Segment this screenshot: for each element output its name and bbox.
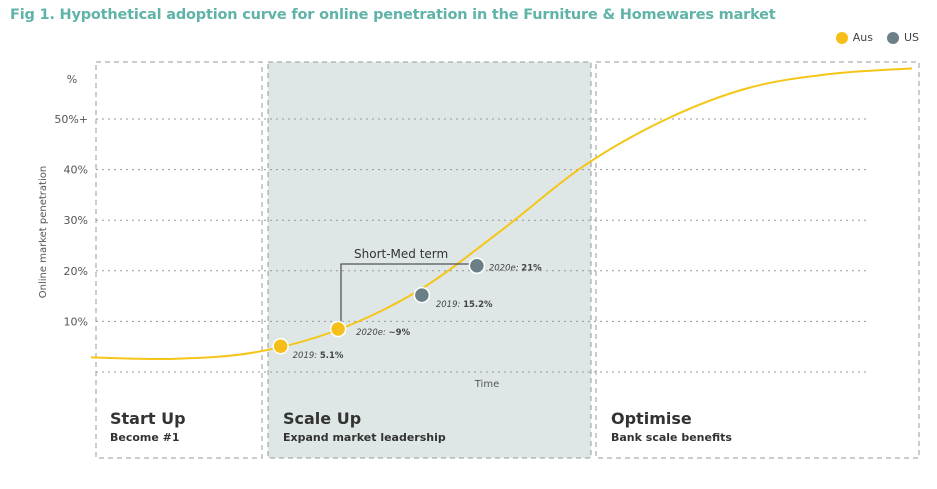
data-point-us — [468, 257, 486, 274]
data-point-aus — [329, 320, 347, 338]
data-points: 2019: 5.1% 2020e: ~9% 2019: 15.2% 2020e: 21… — [272, 257, 542, 361]
chart-title: Fig 1. Hypothetical adoption curve for o… — [10, 7, 776, 23]
legend-swatch-aus — [835, 31, 848, 44]
legend-item-us: US — [886, 31, 919, 44]
y-tick-label: 30% — [64, 214, 88, 227]
data-label: 2019: 15.2% — [436, 300, 493, 310]
phase-subtitle-optimise: Bank scale benefits — [611, 431, 732, 444]
phase-subtitle-start-up: Become #1 — [110, 431, 180, 444]
data-label: 2020e: 21% — [489, 264, 542, 274]
annotation-label: Short-Med term — [354, 247, 448, 261]
phase-panel-optimise — [595, 61, 920, 459]
y-tick-label: 10% — [64, 315, 88, 328]
legend-item-aus: Aus — [835, 31, 873, 44]
phase-subtitle-scale-up: Expand market leadership — [283, 431, 446, 444]
phase-title-optimise: Optimise — [611, 409, 692, 428]
legend: Aus US — [822, 31, 919, 44]
legend-label-aus: Aus — [852, 31, 873, 44]
y-tick-label: 40% — [64, 164, 88, 177]
phase-panel-start-up — [95, 61, 263, 459]
y-tick-label: 50%+ — [54, 113, 88, 126]
data-label: 2019: 5.1% — [293, 351, 344, 361]
x-axis-label: Time — [474, 379, 499, 390]
data-point-us — [413, 286, 431, 304]
legend-swatch-us — [886, 31, 899, 44]
y-tick-labels: 10% 20% 30% 40% 50%+ — [54, 113, 88, 328]
series-line-aus — [90, 67, 913, 361]
phase-title-start-up: Start Up — [110, 409, 186, 428]
y-axis-label: Online market penetration — [38, 166, 49, 298]
y-unit-label: % — [67, 73, 77, 86]
data-label: 2020e: ~9% — [356, 328, 410, 338]
phase-title-scale-up: Scale Up — [283, 409, 361, 428]
annotation-bracket — [340, 263, 478, 328]
data-point-aus — [272, 337, 289, 355]
y-tick-label: 20% — [64, 265, 88, 278]
phase-panel-scale-up — [267, 61, 592, 459]
legend-label-us: US — [903, 31, 919, 44]
